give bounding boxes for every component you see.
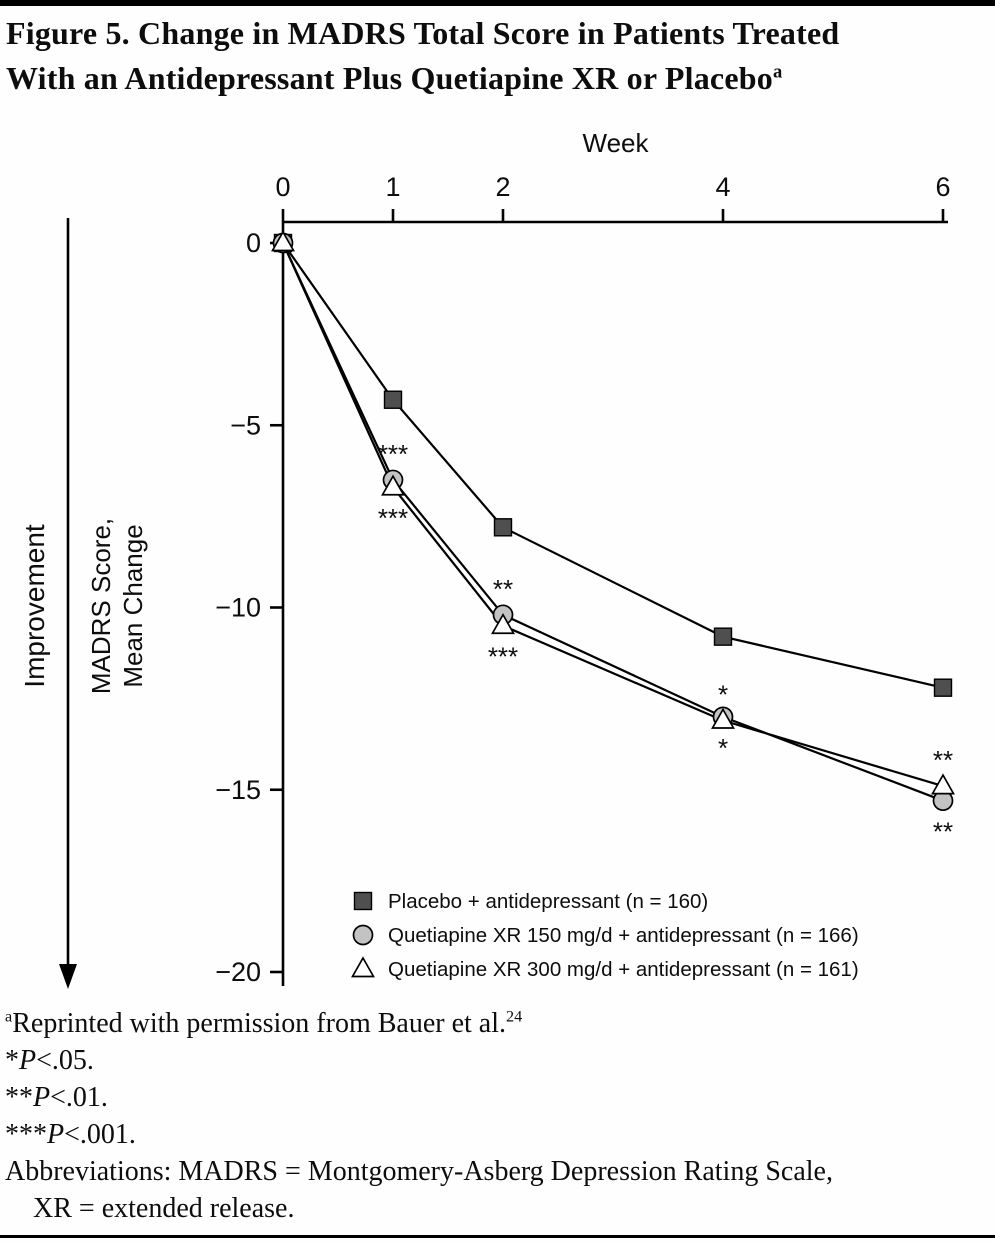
madrs-line-chart: 0 1 2 4 6 Week 0 −5 −10 −15 −20 MADRS Score, Mean Ch… (19, 128, 955, 989)
top-rule (0, 0, 995, 6)
bottom-rule (0, 1235, 995, 1238)
y-axis-label-line-2: Mean Change (118, 524, 148, 687)
legend-label-2: Quetiapine XR 150 mg/d + antidepressant … (388, 924, 859, 947)
figure-title: Figure 5. Change in MADRS Total Score in… (6, 11, 991, 101)
footnotes: aReprinted with permission from Bauer et… (5, 1005, 990, 1227)
footnote-line-2: *P<.05. (5, 1042, 990, 1079)
footnote-text: P (19, 1045, 37, 1076)
significance-marker: * (718, 679, 728, 709)
y-tick-label: −20 (215, 957, 261, 987)
data-point-series3-week6 (931, 773, 955, 795)
title-superscript-a: a (772, 61, 783, 83)
x-axis-title: Week (583, 128, 650, 158)
footnote-line-4: ***P<.001. (5, 1116, 990, 1153)
x-tick-label: 1 (385, 172, 400, 202)
y-tick-label: 0 (246, 228, 261, 258)
footnote-text: Reprinted with permission from Bauer et … (12, 1008, 506, 1039)
footnote-text: * (5, 1045, 19, 1076)
footnote-text: <.001. (64, 1119, 136, 1150)
footnote-text: ** (5, 1082, 33, 1113)
data-point-series3-week0 (271, 230, 295, 252)
significance-marker: ** (933, 745, 953, 775)
significance-marker: ** (933, 817, 953, 847)
footnote-line-5: Abbreviations: MADRS = Montgomery-Asberg… (5, 1153, 990, 1190)
title-line-1: Figure 5. Change in MADRS Total Score in… (6, 15, 840, 51)
footnote-text: *** (5, 1119, 47, 1150)
footnote-text: Abbreviations: MADRS = Montgomery-Asberg… (5, 1156, 833, 1187)
significance-marker: * (718, 733, 728, 763)
footnote-line-3: **P<.01. (5, 1079, 990, 1116)
legend-marker-circle-icon (352, 924, 374, 946)
x-tick-label: 2 (495, 172, 510, 202)
significance-marker: *** (488, 642, 518, 672)
data-point-series3-week2 (491, 613, 515, 635)
x-tick-label: 0 (275, 172, 290, 202)
legend-label-3: Quetiapine XR 300 mg/d + antidepressant … (388, 958, 859, 981)
x-tick-label: 4 (715, 172, 730, 202)
data-point-series1-week4 (713, 627, 733, 646)
y-axis-label-line-1: MADRS Score, (86, 518, 116, 694)
data-point-series1-week2 (493, 518, 513, 537)
y-tick-label: −10 (215, 593, 261, 623)
y-tick-label: −15 (215, 775, 261, 805)
data-point-series3-week4 (711, 707, 735, 729)
legend-marker-triangle-icon (351, 956, 375, 978)
footnote-text: P (47, 1119, 65, 1150)
footnote-line-6: XR = extended release. (5, 1190, 990, 1227)
significance-marker: *** (378, 439, 408, 469)
footnote-text: 24 (506, 1007, 523, 1026)
significance-marker: ** (493, 574, 513, 604)
footnote-text: P (33, 1082, 51, 1113)
legend-marker-square-icon (353, 891, 373, 911)
footnote-line-1: aReprinted with permission from Bauer et… (5, 1005, 990, 1042)
legend-label-1: Placebo + antidepressant (n = 160) (388, 890, 708, 913)
data-point-series1-week1 (383, 390, 403, 409)
x-tick-label: 6 (935, 172, 950, 202)
data-point-series3-week1 (381, 474, 405, 496)
y-tick-label: −5 (230, 410, 261, 440)
footnote-text: XR = extended release. (33, 1193, 295, 1224)
improvement-label: Improvement (19, 524, 50, 688)
footnote-text: a (5, 1007, 13, 1026)
improvement-arrow-head-icon (59, 964, 77, 989)
footnote-text: <.01. (50, 1082, 108, 1113)
title-line-2: With an Antidepressant Plus Quetiapine X… (6, 60, 773, 96)
chart-area: 0 1 2 4 6 Week 0 −5 −10 −15 −20 MADRS Score, Mean Ch… (0, 120, 995, 1000)
footnote-text: <.05. (36, 1045, 94, 1076)
significance-marker: *** (378, 503, 408, 533)
data-point-series1-week6 (933, 678, 953, 697)
